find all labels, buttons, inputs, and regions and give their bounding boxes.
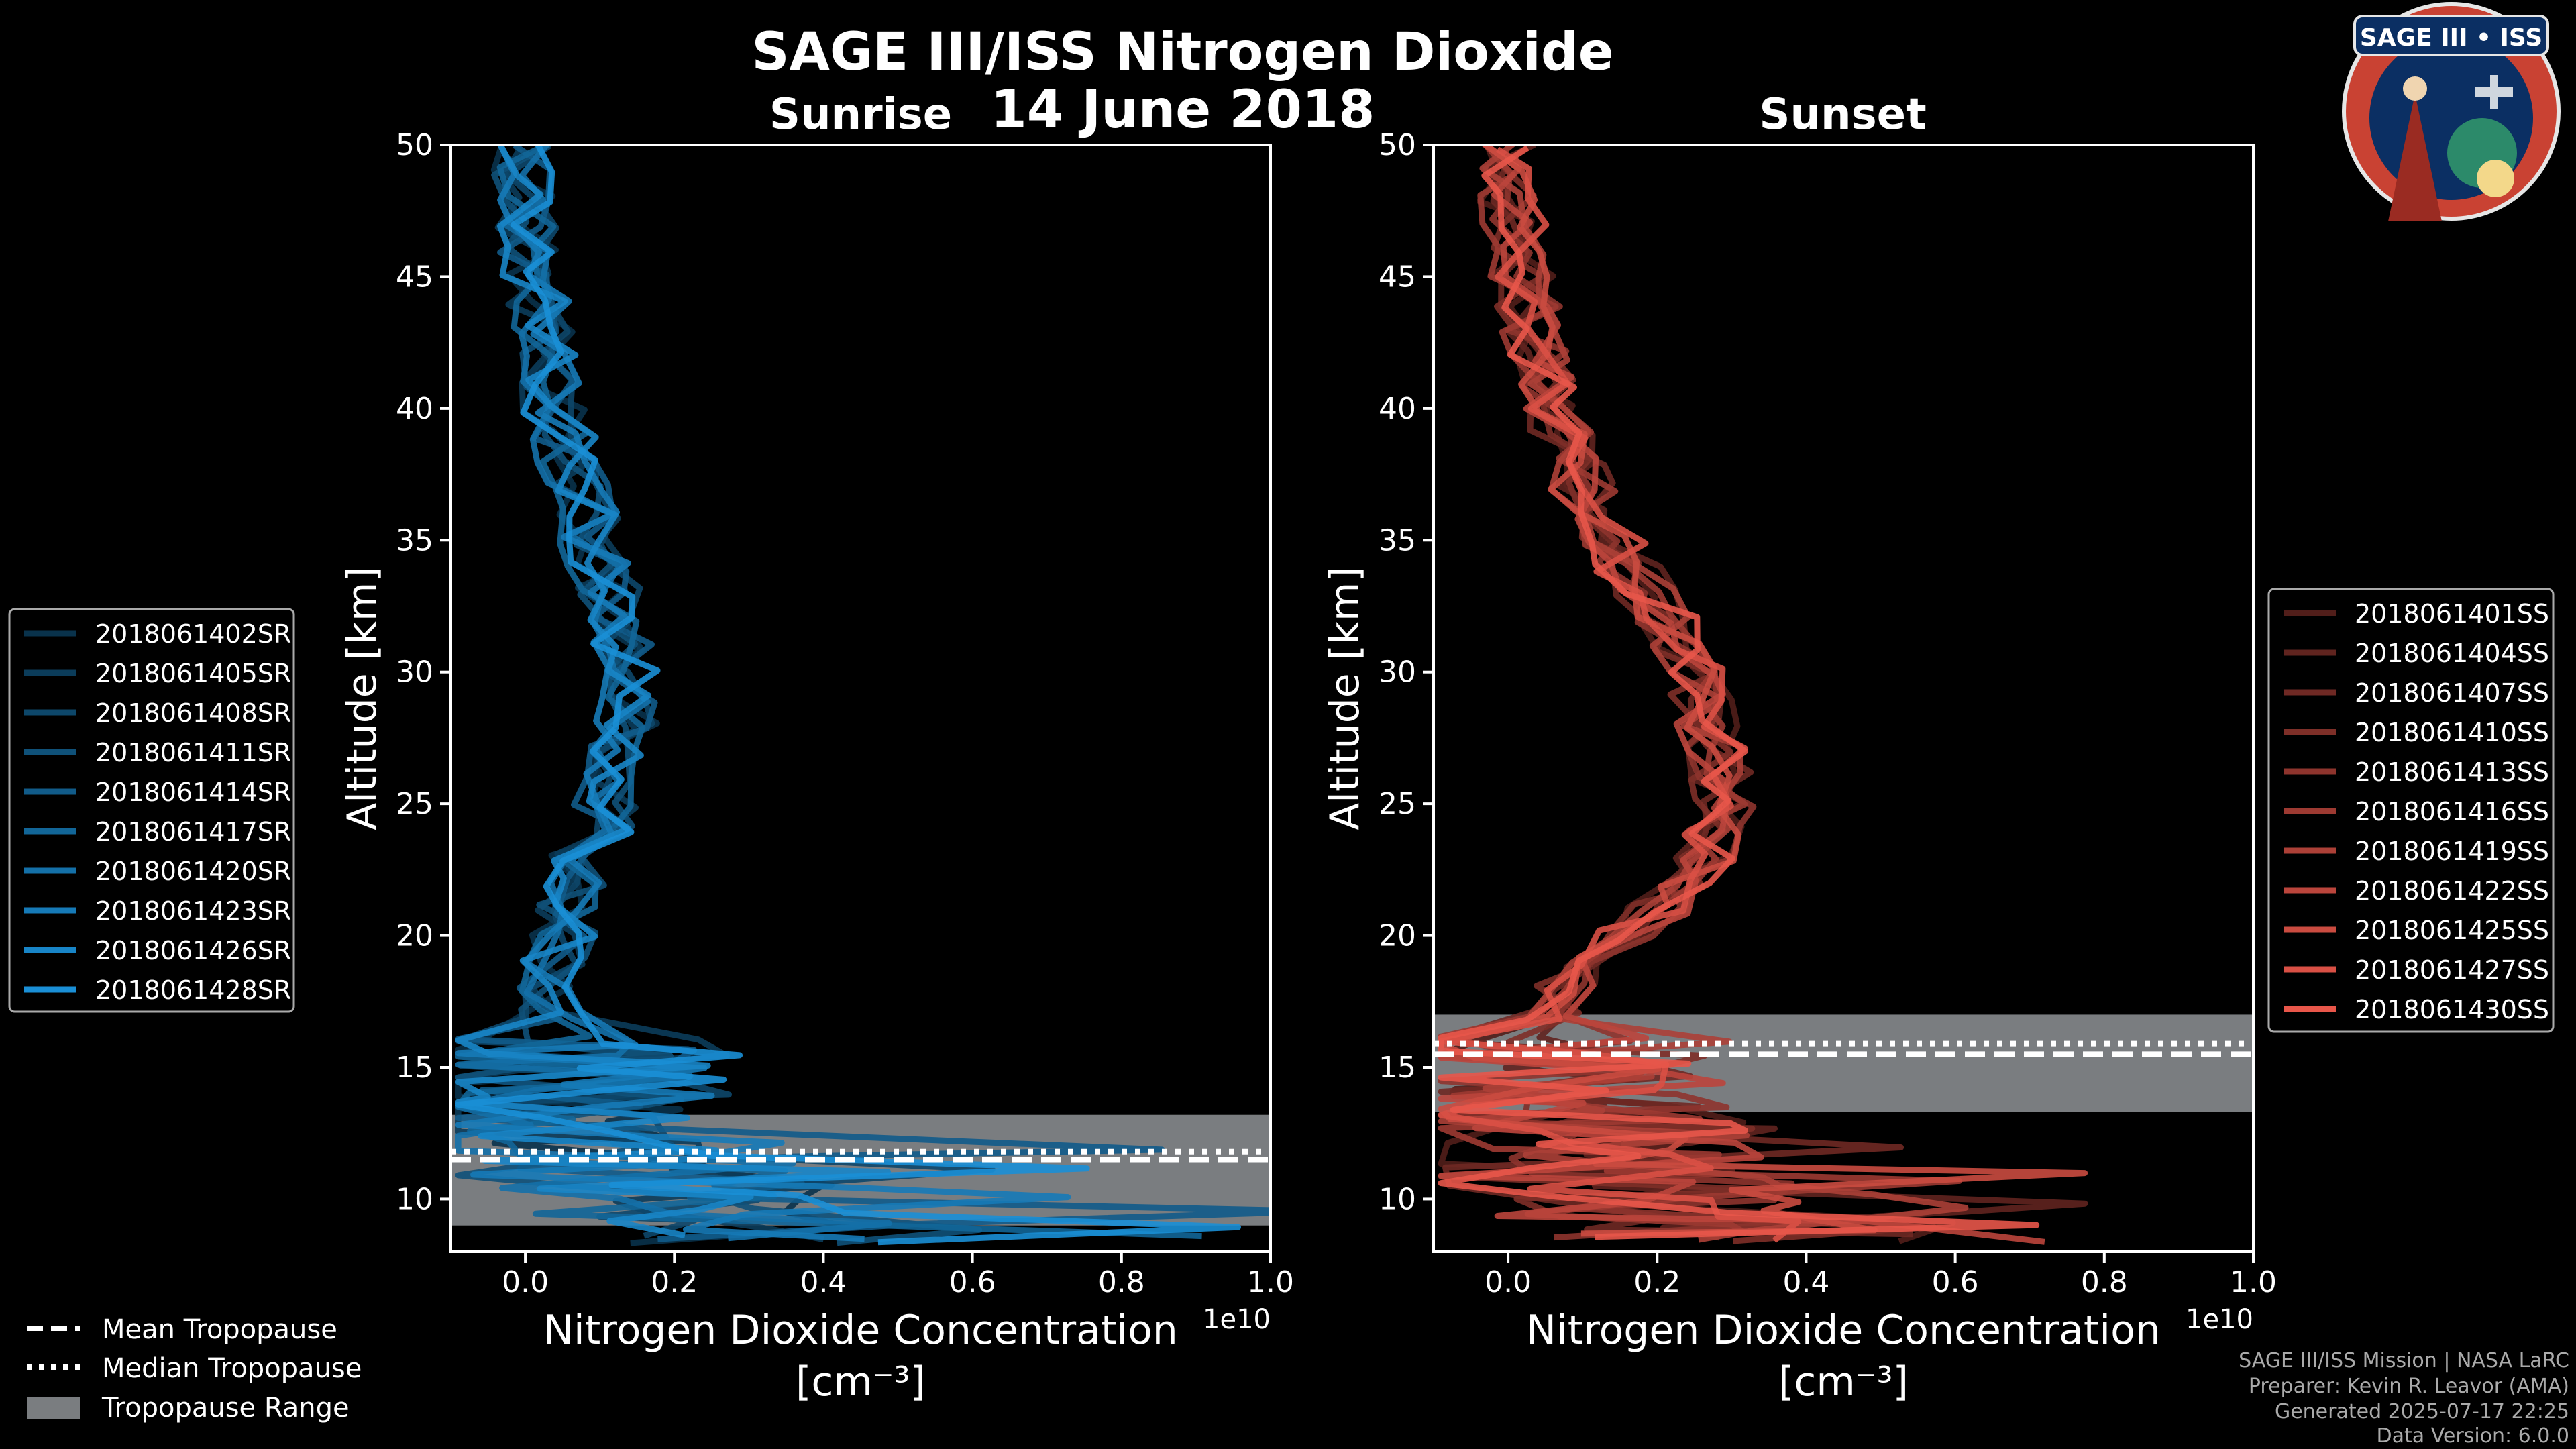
footer-line: SAGE III/ISS Mission | NASA LaRC xyxy=(2239,1349,2569,1373)
figure-date: 14 June 2018 xyxy=(991,80,1375,140)
sunset-legend-box xyxy=(2267,588,2555,1033)
legend-label-2018061404SS: 2018061404SS xyxy=(2355,639,2549,668)
footer-credits: SAGE III/ISS Mission | NASA LaRC Prepare… xyxy=(2239,1349,2569,1448)
legend-label-2018061408SR: 2018061408SR xyxy=(95,698,291,728)
tropopause-range-swatch xyxy=(27,1397,80,1419)
logo-title: SAGE III • ISS xyxy=(2360,24,2542,52)
legend-label-2018061427SS: 2018061427SS xyxy=(2355,955,2549,985)
y-tick-label: 25 xyxy=(396,787,433,821)
sunset-x-multiplier: 1e10 xyxy=(2186,1304,2253,1335)
legend-label-2018061422SS: 2018061422SS xyxy=(2355,876,2549,906)
legend-label-2018061416SS: 2018061416SS xyxy=(2355,797,2549,826)
y-tick-label: 35 xyxy=(1379,523,1416,557)
legend-label-2018061420SR: 2018061420SR xyxy=(95,857,291,886)
profile-line-2018061427SS xyxy=(1438,146,1802,1243)
x-tick-label: 0.6 xyxy=(949,1265,996,1299)
y-tick-label: 40 xyxy=(1379,392,1416,426)
sunset-legend: 2018061401SS 2018061404SS 2018061407SS 2018… xyxy=(2267,588,2555,1033)
sage-iii-iss-mission-logo: SAGE III • ISS xyxy=(2342,2,2561,221)
legend-label-2018061410SS: 2018061410SS xyxy=(2355,718,2549,747)
sunrise-x-multiplier: 1e10 xyxy=(1203,1304,1271,1335)
x-tick-label: 1.0 xyxy=(2230,1265,2277,1299)
sunset-plot-frame xyxy=(1432,144,2255,1253)
sunrise-axis-ticks: 0.0 0.2 0.4 0.6 0.8 1.0 10 15 20 25 30 35 40 45 50 xyxy=(396,128,1294,1299)
legend-label-2018061430SS: 2018061430SS xyxy=(2355,995,2549,1024)
x-tick-label: 0.0 xyxy=(1485,1265,1532,1299)
sunrise-panel-title: Sunrise xyxy=(769,90,952,140)
y-tick-label: 40 xyxy=(396,392,433,426)
y-tick-label: 15 xyxy=(1379,1051,1416,1085)
y-tick-label: 30 xyxy=(396,655,433,690)
sunrise-panel: 0.0 0.2 0.4 0.6 0.8 1.0 10 15 20 25 30 35 40 45 50 Alt… xyxy=(339,128,1294,1405)
y-tick-label: 25 xyxy=(1379,787,1416,821)
sunset-ylabel: Altitude [km] xyxy=(1322,566,1368,830)
y-tick-label: 15 xyxy=(396,1051,433,1085)
y-tick-label: 45 xyxy=(396,260,433,294)
x-tick-label: 0.6 xyxy=(1932,1265,1979,1299)
footer-line: Generated 2025-07-17 22:25 xyxy=(2275,1400,2569,1424)
x-tick-label: 0.2 xyxy=(651,1265,698,1299)
profile-line-2018061426SR xyxy=(455,145,892,1238)
x-tick-label: 0.0 xyxy=(502,1265,549,1299)
x-tick-label: 1.0 xyxy=(1247,1265,1294,1299)
footer-line: Preparer: Kevin R. Leavor (AMA) xyxy=(2249,1375,2569,1398)
x-tick-label: 0.4 xyxy=(1782,1265,1829,1299)
sunrise-legend: 2018061402SR 2018061405SR 2018061408SR 2018… xyxy=(8,608,295,1013)
legend-label-2018061407SS: 2018061407SS xyxy=(2355,678,2549,708)
x-tick-label: 0.2 xyxy=(1633,1265,1680,1299)
sunrise-ylabel: Altitude [km] xyxy=(339,566,386,830)
y-tick-label: 10 xyxy=(396,1182,433,1216)
legend-label-2018061417SR: 2018061417SR xyxy=(95,817,291,847)
y-tick-label: 30 xyxy=(1379,655,1416,690)
y-tick-label: 10 xyxy=(1379,1182,1416,1216)
legend-label-2018061428SR: 2018061428SR xyxy=(95,975,291,1005)
sunrise-plot-frame xyxy=(449,144,1272,1253)
tropopause-range-label: Tropopause Range xyxy=(101,1393,350,1424)
sunset-axis-ticks: 0.0 0.2 0.4 0.6 0.8 1.0 10 15 20 25 30 35 40 45 50 xyxy=(1379,128,2277,1299)
x-tick-label: 0.4 xyxy=(800,1265,847,1299)
sunset-panel: 0.0 0.2 0.4 0.6 0.8 1.0 10 15 20 25 30 35 40 45 50 Alt… xyxy=(1322,128,2277,1405)
footer-line: Data Version: 6.0.0 xyxy=(2377,1424,2569,1448)
y-tick-label: 20 xyxy=(396,919,433,953)
sunset-xlabel: Nitrogen Dioxide Concentration xyxy=(1526,1307,2161,1354)
sunset-xlabel-units: [cm⁻³] xyxy=(1778,1358,1909,1405)
legend-label-2018061401SS: 2018061401SS xyxy=(2355,599,2549,629)
legend-label-2018061419SS: 2018061419SS xyxy=(2355,837,2549,866)
figure-title: SAGE III/ISS Nitrogen Dioxide xyxy=(751,22,1613,83)
y-tick-label: 20 xyxy=(1379,919,1416,953)
median-tropopause-label: Median Tropopause xyxy=(102,1353,362,1384)
mean-tropopause-label: Mean Tropopause xyxy=(102,1314,337,1345)
x-tick-label: 0.8 xyxy=(1098,1265,1145,1299)
legend-label-2018061425SS: 2018061425SS xyxy=(2355,916,2549,945)
profile-line-2018061428SR xyxy=(455,145,1241,1246)
y-tick-label: 45 xyxy=(1379,260,1416,294)
y-tick-label: 50 xyxy=(1379,128,1416,162)
sunrise-legend-box xyxy=(8,608,295,1013)
legend-label-2018061411SR: 2018061411SR xyxy=(95,738,291,767)
legend-label-2018061405SR: 2018061405SR xyxy=(95,659,291,688)
legend-label-2018061413SS: 2018061413SS xyxy=(2355,757,2549,787)
legend-label-2018061402SR: 2018061402SR xyxy=(95,619,291,649)
sunrise-xlabel-units: [cm⁻³] xyxy=(796,1358,926,1405)
x-tick-label: 0.8 xyxy=(2081,1265,2128,1299)
tropopause-legend: Mean Tropopause Median Tropopause Tropop… xyxy=(27,1314,362,1424)
sunrise-series-group xyxy=(451,145,1271,1246)
y-tick-label: 50 xyxy=(396,128,433,162)
legend-label-2018061426SR: 2018061426SR xyxy=(95,936,291,965)
legend-label-2018061414SR: 2018061414SR xyxy=(95,777,291,807)
y-tick-label: 35 xyxy=(396,523,433,557)
sunrise-xlabel: Nitrogen Dioxide Concentration xyxy=(543,1307,1178,1354)
sunset-series-group xyxy=(1434,145,2253,1245)
legend-label-2018061423SR: 2018061423SR xyxy=(95,896,291,926)
profile-line-2018061420SR xyxy=(455,145,892,1242)
sunset-panel-title: Sunset xyxy=(1759,90,1926,140)
profile-line-2018061430SS xyxy=(1438,145,2040,1240)
